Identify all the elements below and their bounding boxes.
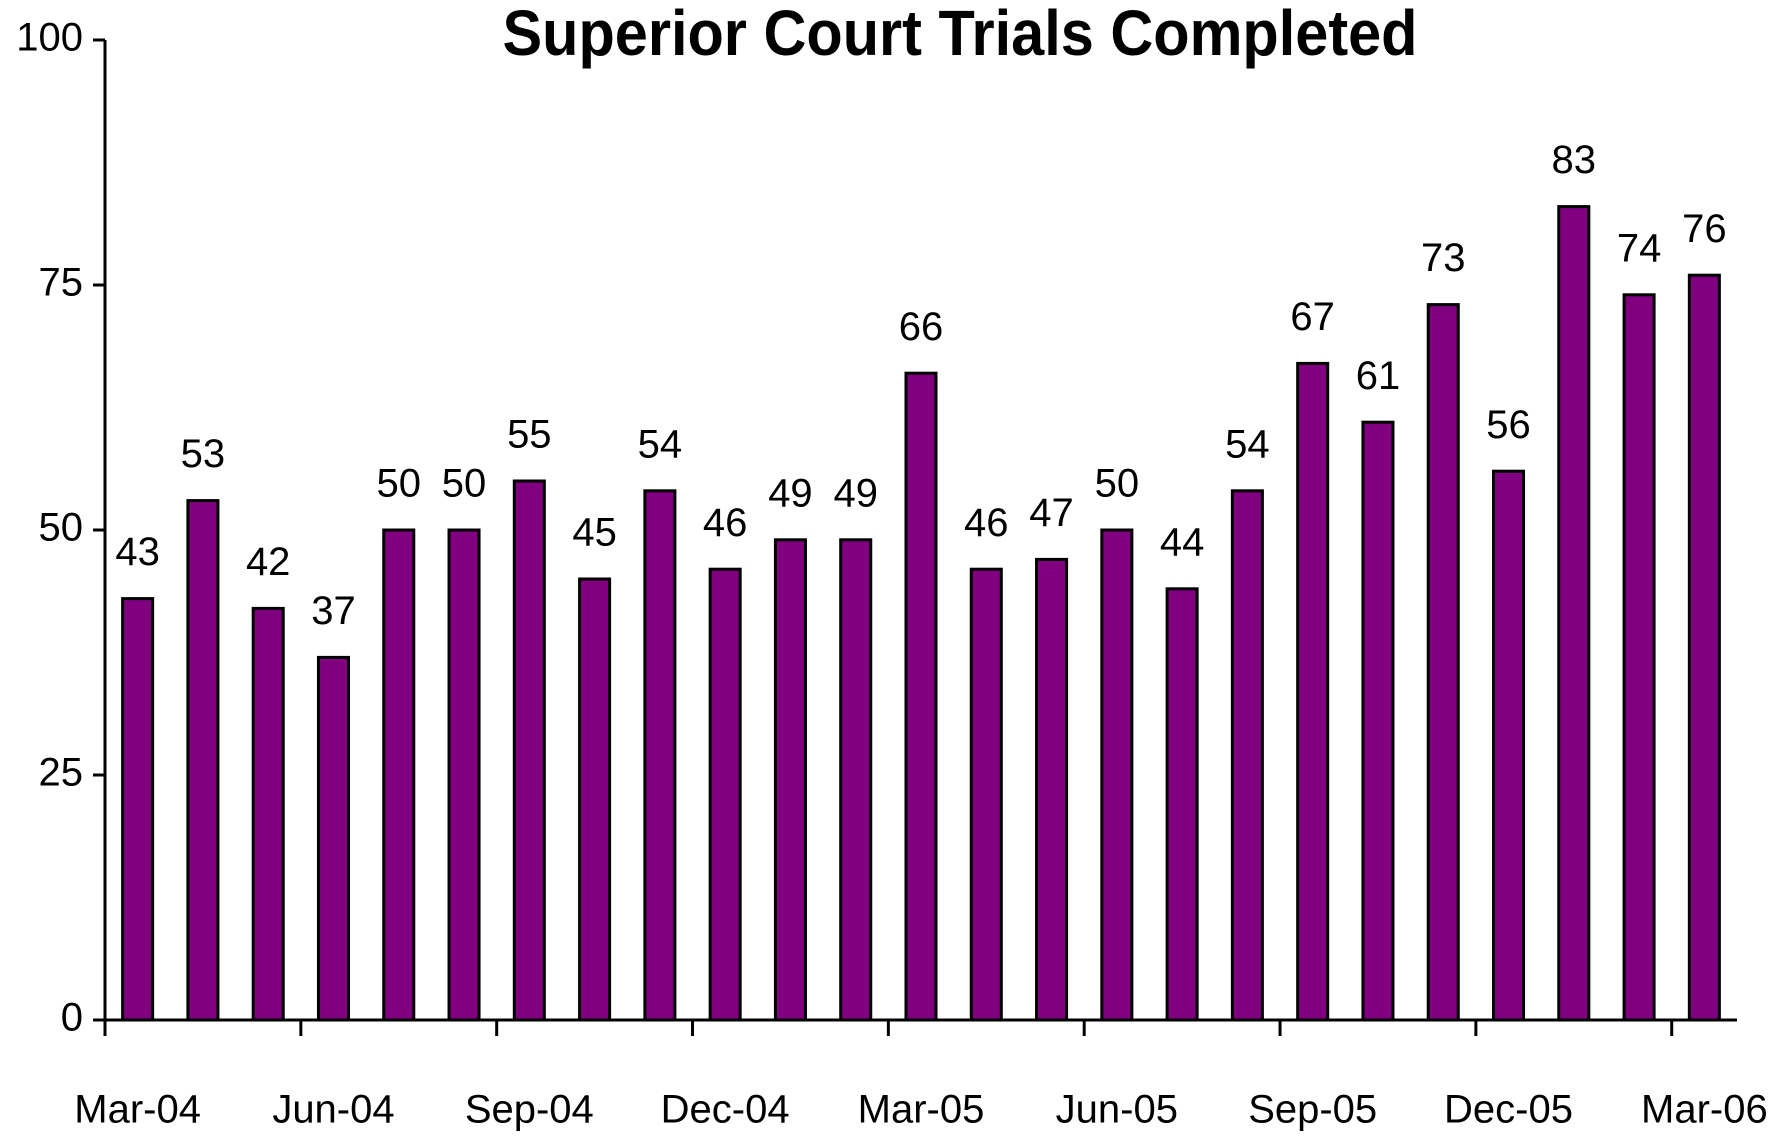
bar: [1687, 273, 1721, 1022]
x-tick-label: Sep-05: [1248, 1088, 1377, 1132]
data-label: 50: [377, 462, 422, 506]
y-tick-label: 0: [61, 996, 83, 1040]
bar: [1035, 557, 1069, 1022]
y-tick-label: 100: [16, 16, 83, 60]
data-label: 76: [1682, 207, 1727, 251]
data-label: 50: [442, 462, 487, 506]
data-label: 45: [572, 511, 617, 555]
x-tick-label: Mar-05: [858, 1088, 985, 1132]
x-tick-label: Dec-05: [1444, 1088, 1573, 1132]
bar: [708, 567, 742, 1022]
data-label: 49: [768, 471, 813, 515]
y-tick-label: 75: [39, 261, 84, 305]
y-tick-label: 25: [39, 751, 84, 795]
bar: [1296, 361, 1330, 1022]
data-label: 56: [1486, 403, 1531, 447]
bar: [121, 597, 155, 1022]
bar: [969, 567, 1003, 1022]
data-label: 74: [1617, 226, 1662, 270]
data-label: 46: [964, 501, 1009, 545]
bar: [447, 528, 481, 1022]
data-label: 73: [1421, 236, 1466, 280]
data-label: 53: [181, 432, 226, 476]
x-tick-label: Jun-04: [272, 1088, 394, 1132]
data-label: 47: [1029, 491, 1074, 535]
bar: [839, 538, 873, 1022]
bar: [251, 606, 285, 1022]
bar: [1100, 528, 1134, 1022]
data-label: 50: [1095, 462, 1140, 506]
bar: [382, 528, 416, 1022]
bar: [1492, 469, 1526, 1022]
bar: [643, 489, 677, 1022]
data-label: 44: [1160, 520, 1205, 564]
data-label: 54: [1225, 422, 1270, 466]
bar: [578, 577, 612, 1022]
x-tick-label: Mar-04: [74, 1088, 201, 1132]
data-label: 55: [507, 413, 552, 457]
y-tick-label: 50: [39, 506, 84, 550]
data-label: 83: [1552, 138, 1597, 182]
data-label: 61: [1356, 354, 1401, 398]
bar: [316, 655, 350, 1022]
bar: [186, 499, 220, 1022]
x-tick-label: Mar-06: [1641, 1088, 1768, 1132]
bar: [1165, 587, 1199, 1022]
data-label: 37: [311, 589, 356, 633]
bar: [512, 479, 546, 1022]
bar: [1230, 489, 1264, 1022]
data-label: 67: [1290, 295, 1335, 339]
data-label: 54: [638, 422, 683, 466]
data-label: 66: [899, 305, 944, 349]
x-tick-label: Dec-04: [661, 1088, 790, 1132]
data-label: 46: [703, 501, 748, 545]
bar: [1622, 293, 1656, 1022]
data-label: 49: [833, 471, 878, 515]
x-tick-label: Sep-04: [465, 1088, 594, 1132]
bar: [1361, 420, 1395, 1022]
chart-title: Superior Court Trials Completed: [503, 0, 1418, 69]
bar: [1557, 205, 1591, 1022]
x-tick-label: Jun-05: [1056, 1088, 1178, 1132]
bar: [1426, 303, 1460, 1022]
bar: [773, 538, 807, 1022]
data-label: 42: [246, 540, 291, 584]
bar: [904, 371, 938, 1022]
data-label: 43: [115, 530, 160, 574]
